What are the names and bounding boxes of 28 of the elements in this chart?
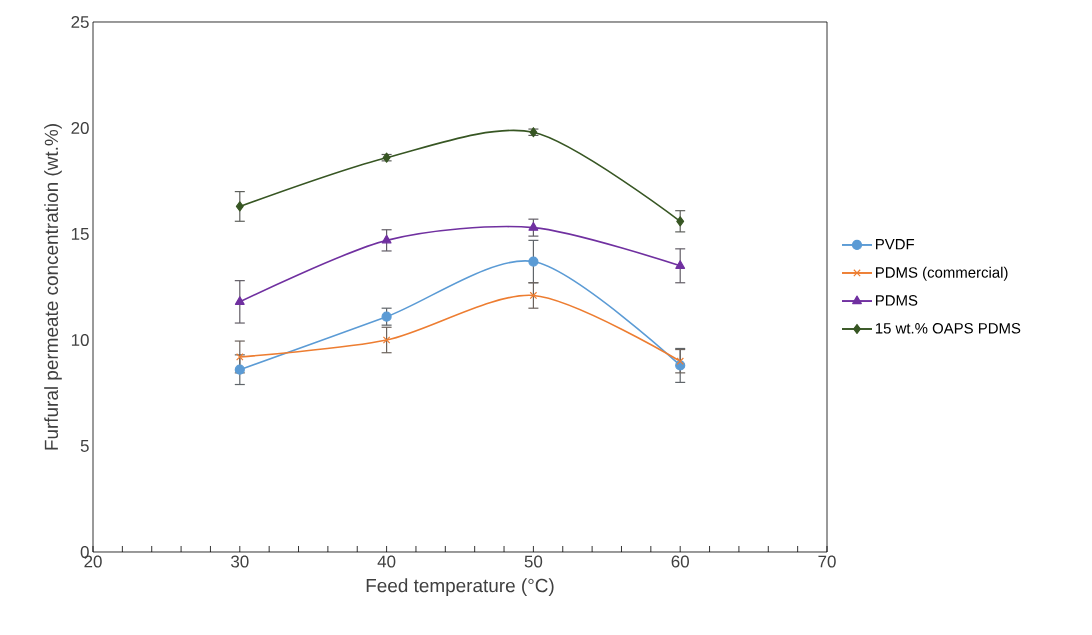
legend-label: PDMS [876, 295, 918, 306]
x-tick-label: 50 [524, 555, 543, 568]
point [236, 353, 244, 361]
x-tick-label: 30 [231, 555, 249, 568]
point [235, 201, 244, 212]
y-tick-label: 20 [71, 122, 89, 134]
point [676, 357, 684, 365]
point [382, 336, 391, 344]
y-tick-label: 25 [71, 16, 89, 28]
point [528, 222, 539, 231]
x-axis-title: Feed temperature (°C) [366, 578, 554, 596]
legend-label: PDMS (commercial) [876, 266, 1008, 281]
point [234, 364, 245, 375]
y-tick-label: 5 [80, 440, 89, 452]
point [234, 296, 245, 305]
x-tick-label: 60 [671, 555, 689, 568]
x-tick-label: 70 [818, 555, 836, 568]
y-tick-label: 10 [71, 334, 89, 346]
legend-label: PVDF [876, 239, 915, 250]
legend-label: 15 wt.% OAPS PDMS [875, 323, 1021, 334]
x-tick-label: 40 [377, 555, 396, 568]
point [381, 311, 392, 322]
point [381, 234, 392, 244]
y-axis-title: Furfural permeate concentration (wt.%) [44, 124, 62, 450]
point [528, 256, 539, 267]
point [676, 216, 685, 227]
y-tick-label: 15 [71, 228, 89, 240]
point [675, 260, 686, 269]
